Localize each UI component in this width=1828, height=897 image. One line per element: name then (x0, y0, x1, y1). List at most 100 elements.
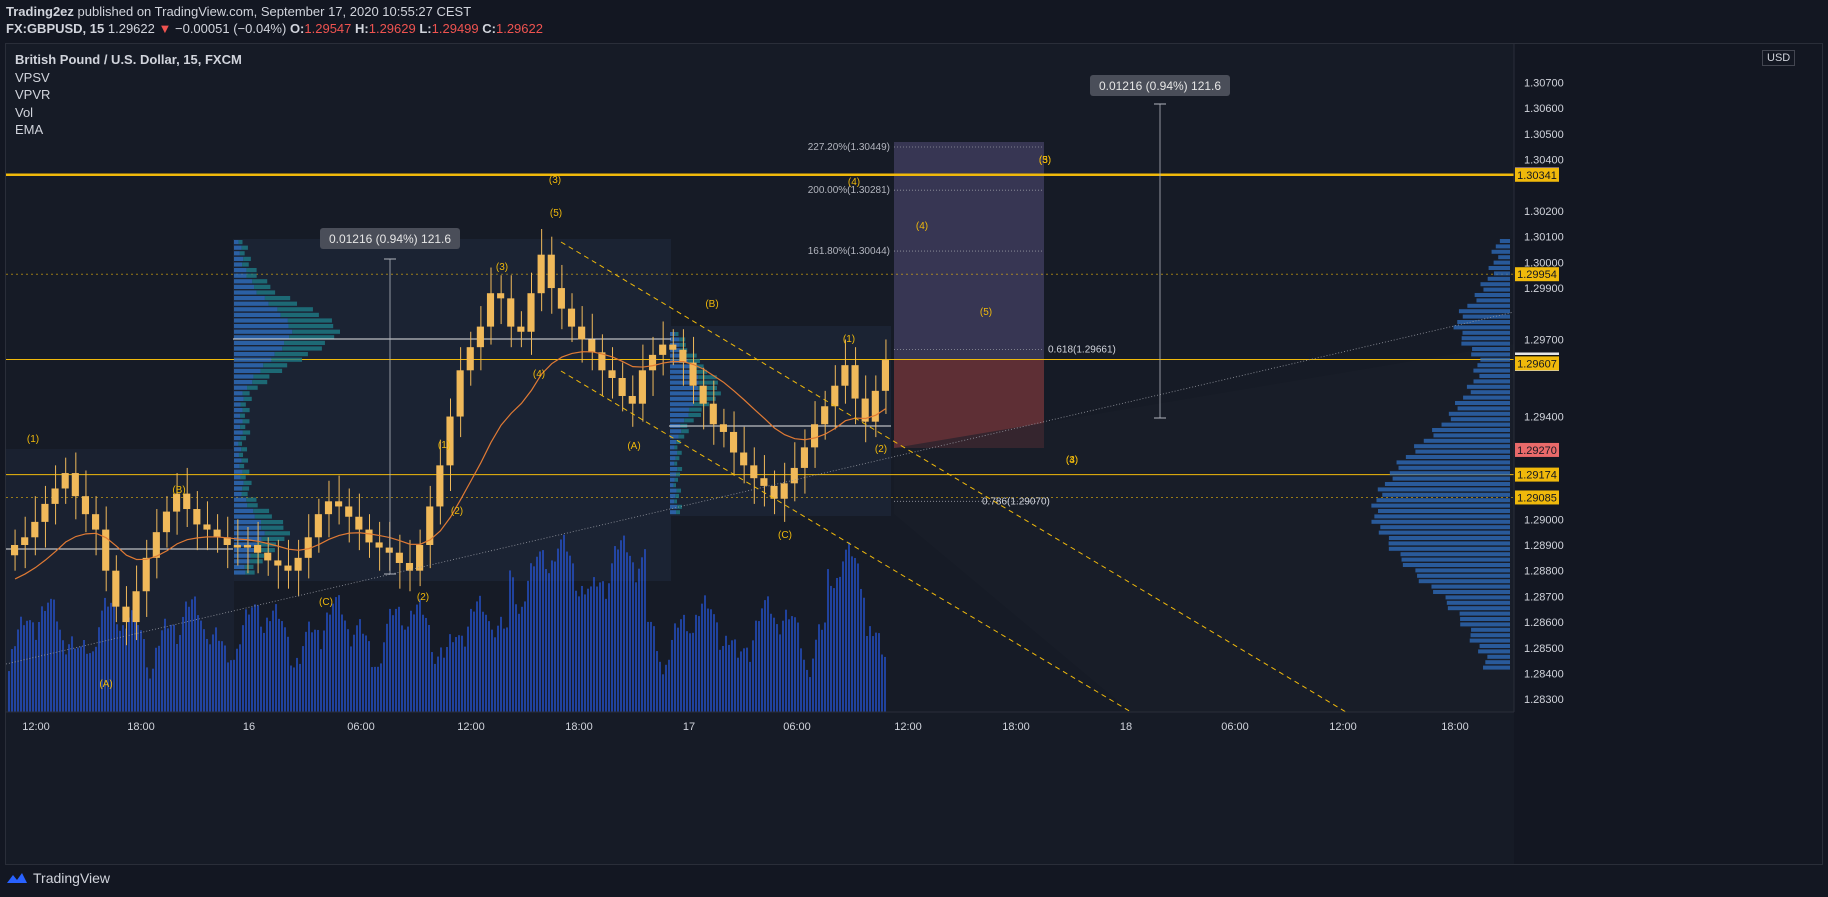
volume-bar (821, 629, 823, 712)
candle-body (821, 406, 829, 425)
legend-indicator-ema[interactable]: EMA (15, 122, 44, 137)
vpsv-bar (234, 307, 278, 312)
vpsv-bar (676, 472, 681, 477)
candle-body (456, 370, 464, 417)
projection-shade (894, 344, 1514, 712)
vpsv-bar (674, 499, 678, 504)
vpsv-bar (241, 492, 248, 497)
vpsv-bar (240, 413, 245, 418)
vpsv-bar (698, 380, 718, 385)
time-tick: 16 (243, 721, 255, 733)
legend-indicator-vpvr[interactable]: VPVR (15, 87, 51, 102)
vpsv-bar (674, 477, 679, 482)
volume-bar (638, 568, 640, 712)
volume-bar (869, 626, 871, 712)
volume-bar (74, 648, 76, 712)
vpvr-bar (1479, 374, 1510, 378)
candle-body (638, 370, 646, 404)
candle-body (507, 298, 515, 327)
vpvr-bar (1377, 487, 1510, 492)
vpvr-bar (1401, 557, 1510, 562)
vpsv-bar (243, 256, 251, 261)
vpsv-bar (234, 284, 255, 289)
vpvr-bar (1495, 244, 1510, 249)
publisher-name[interactable]: Trading2ez (6, 4, 74, 19)
vpvr-bar (1431, 584, 1510, 589)
vpsv-bar (234, 570, 246, 575)
price-chart[interactable]: 227.20%(1.30449) 200.00%(1.30281) 161.80%(… (6, 44, 1822, 864)
volume-bar (224, 645, 226, 712)
vpvr-bar (1460, 622, 1510, 627)
vpvr-bar (1473, 368, 1510, 373)
volume-bar (380, 663, 382, 712)
wave-label: (3) (496, 262, 508, 273)
volume-bar (227, 662, 229, 712)
volume-bar (704, 595, 706, 712)
volume-bar (347, 629, 349, 712)
tradingview-logo[interactable]: TradingView (6, 870, 110, 886)
volume-bar (839, 576, 841, 712)
vpsv-bar (240, 475, 246, 480)
vpvr-bar (1396, 460, 1510, 465)
vpsv-bar (234, 564, 245, 569)
volume-bar (434, 663, 436, 712)
volume-bar (791, 616, 793, 712)
volume-bar (503, 628, 505, 712)
volume-bar (185, 601, 187, 712)
candle-body (689, 362, 697, 386)
volume-bar (674, 623, 676, 712)
volume-bar (119, 630, 121, 712)
volume-bar (647, 621, 649, 712)
time-tick: 18 (1120, 721, 1132, 733)
channel-lower (560, 370, 1132, 713)
time-tick: 17 (683, 721, 695, 733)
chart-area[interactable]: 227.20%(1.30449) 200.00%(1.30281) 161.80%(… (5, 43, 1823, 865)
volume-bar (875, 632, 877, 712)
legend-indicator-vol[interactable]: Vol (15, 104, 34, 120)
price-tick: 1.30500 (1524, 129, 1564, 141)
candle-body (41, 503, 49, 522)
volume-bar (32, 622, 34, 712)
vpsv-bar (670, 450, 678, 455)
volume-bar (425, 617, 427, 712)
time-tick: 06:00 (1221, 721, 1249, 733)
price-tick: 1.30700 (1524, 78, 1564, 90)
candle-body (183, 493, 191, 510)
volume-bar (530, 563, 532, 712)
volume-bar (197, 615, 199, 712)
vpsv-bar (688, 413, 701, 417)
vpsv-bar (670, 461, 675, 466)
vpvr-bar (1382, 492, 1510, 497)
volume-bar (386, 623, 388, 712)
vpsv-bar (670, 483, 674, 488)
legend-title: British Pound / U.S. Dollar, 15, FXCM (15, 52, 242, 67)
vpsv-bar (686, 353, 697, 358)
vpsv-bar (670, 369, 693, 374)
vpsv-bar (693, 402, 710, 407)
vpsv-bar (700, 391, 721, 396)
candle-body (659, 344, 667, 355)
volume-bar (68, 644, 70, 712)
vpsv-bar (263, 363, 288, 368)
candle-body (476, 326, 484, 348)
candle-body (770, 485, 778, 499)
vpvr-bar (1487, 654, 1510, 659)
vpvr-bar (1398, 465, 1510, 470)
vpsv-bar (243, 480, 252, 485)
fib-label-4: 0.786(1.29070) (982, 496, 1050, 507)
vpsv-bar (234, 492, 242, 497)
volume-bar (209, 644, 211, 712)
vpsv-bar (673, 483, 677, 488)
volume-bar (554, 561, 556, 712)
currency-selector[interactable]: USD (1762, 50, 1796, 66)
vpsv-bar (670, 407, 689, 412)
chart-legend: British Pound / U.S. Dollar, 15, FXCM VP… (15, 51, 242, 139)
volume-bar (851, 556, 853, 712)
last-price: 1.29622 (107, 21, 155, 36)
vpsv-bar (234, 464, 240, 469)
high-label: H: (355, 21, 369, 36)
volume-bars (8, 534, 886, 712)
legend-indicator-vpsv[interactable]: VPSV (15, 69, 50, 85)
vpsv-bar (256, 548, 275, 553)
volume-bar (77, 647, 79, 712)
